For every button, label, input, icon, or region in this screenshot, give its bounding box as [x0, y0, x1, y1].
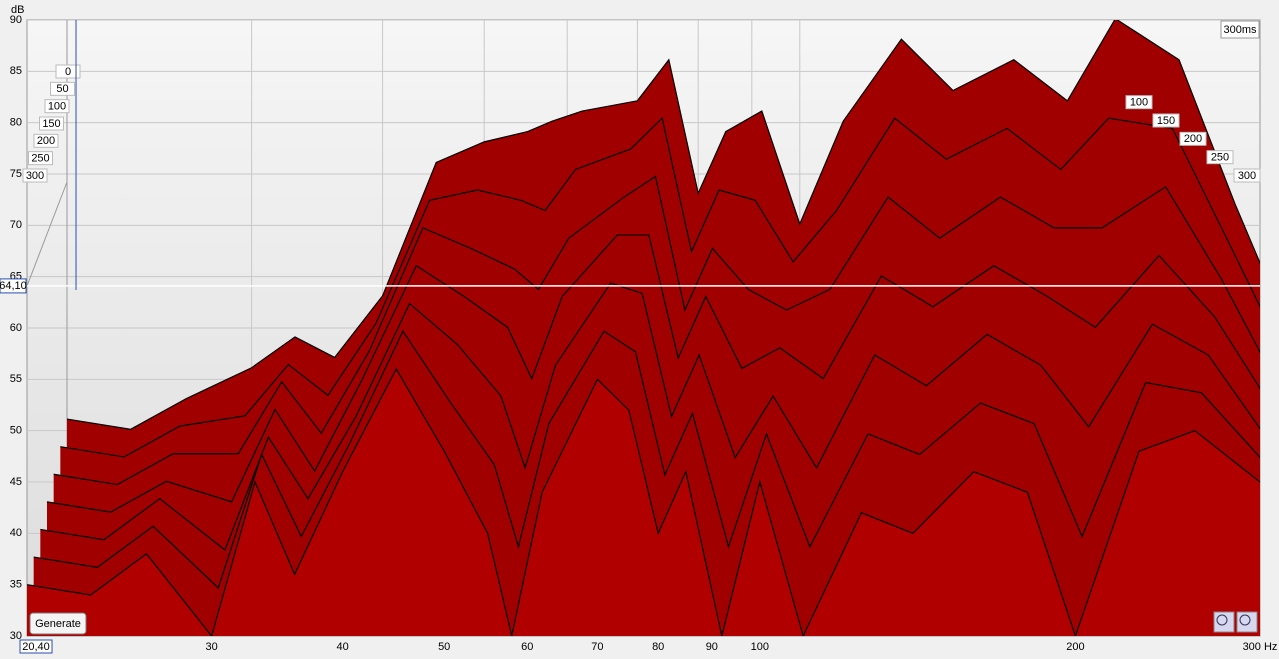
z-tick-box [28, 151, 53, 166]
x-tick-label: 30 [205, 641, 217, 653]
z-tick-label: 250 [1211, 152, 1229, 164]
y-tick-label: 80 [10, 117, 22, 129]
z-tick-label: 100 [1130, 97, 1148, 109]
z-tick-box [50, 81, 75, 96]
z-cursor-box [1220, 20, 1260, 39]
z-tick-label: 300 [26, 170, 44, 182]
y-tick-label: 60 [10, 322, 22, 334]
z-tick-label: 250 [31, 153, 49, 165]
z-tick-label: 0 [65, 66, 71, 78]
slice-line [60, 116, 1260, 458]
x-tick-label: 40 [336, 641, 348, 653]
z-tick-label: 100 [48, 101, 66, 113]
z-tick-label: 50 [56, 83, 68, 95]
z-tick-label: 300 [1238, 170, 1256, 182]
z-tick-box [1125, 95, 1153, 110]
y-tick-label: 85 [10, 65, 22, 77]
x-tick-label: 60 [521, 641, 533, 653]
z-tick-label: 200 [37, 135, 55, 147]
x-tick-label: 50 [438, 641, 450, 653]
zoom-icon [1239, 614, 1251, 626]
x-tick-label: 300 Hz [1243, 641, 1278, 653]
generate-button-label[interactable]: Generate [35, 618, 81, 630]
z-tick-label: 200 [1184, 133, 1202, 145]
y-cursor-label: 64,10 [0, 280, 27, 292]
y-cursor-box [0, 278, 27, 294]
x-tick-label: 80 [652, 641, 664, 653]
zoom-out-button[interactable] [1213, 611, 1235, 633]
slice-line [40, 282, 1260, 551]
z-tick-box [33, 133, 59, 148]
slice-fill [27, 369, 1260, 636]
slices [27, 20, 1260, 636]
z-tick-label: 150 [1157, 115, 1175, 127]
generate-button[interactable] [29, 612, 87, 635]
slice-line [53, 175, 1260, 486]
y-tick-label: 40 [10, 527, 22, 539]
z-tick-label: 150 [42, 118, 60, 130]
slice-line [33, 329, 1260, 589]
y-axis-label: dB [11, 4, 24, 16]
x-tick-label: 90 [706, 641, 718, 653]
zoom-icon [1216, 614, 1228, 626]
z-tick-box [44, 99, 70, 114]
y-tick-label: 75 [10, 168, 22, 180]
slice-line [66, 20, 1260, 430]
x-tick-label: 70 [591, 641, 603, 653]
slice-line [27, 367, 1260, 636]
y-tick-label: 35 [10, 579, 22, 591]
x-cursor-label: 20,40 [22, 641, 50, 653]
z-cursor-label: 300ms [1223, 24, 1257, 36]
y-tick-label: 30 [10, 630, 22, 642]
z-tick-box [22, 168, 48, 183]
y-tick-label: 70 [10, 219, 22, 231]
z-tick-box [1179, 131, 1207, 146]
x-tick-label: 100 [751, 641, 769, 653]
z-tick-box [55, 64, 81, 79]
y-tick-label: 55 [10, 373, 22, 385]
zoom-in-button[interactable] [1236, 611, 1258, 633]
y-tick-label: 90 [10, 14, 22, 26]
z-tick-box [1152, 113, 1180, 128]
y-tick-label: 45 [10, 476, 22, 488]
x-cursor-box [19, 639, 53, 654]
z-axis [27, 181, 68, 287]
x-tick-label: 200 [1066, 641, 1084, 653]
y-tick-label: 50 [10, 425, 22, 437]
z-tick-box [1233, 168, 1261, 183]
z-tick-box [39, 116, 64, 131]
z-tick-box [1206, 150, 1234, 165]
